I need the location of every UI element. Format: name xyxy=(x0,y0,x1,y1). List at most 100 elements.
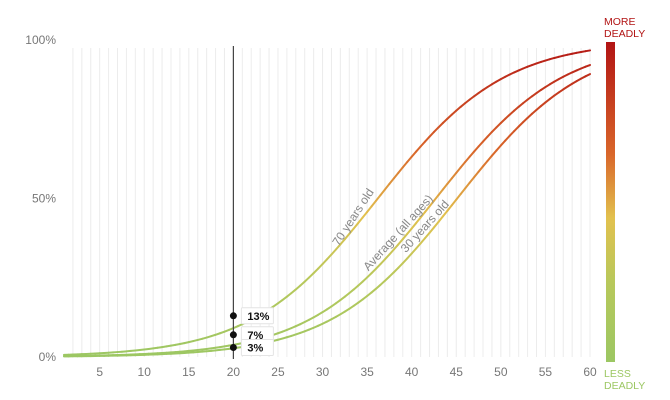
series-segment xyxy=(397,166,404,174)
series-segment xyxy=(446,113,453,120)
series-segment xyxy=(339,238,346,246)
x-tick-label: 15 xyxy=(182,365,196,379)
series-segment xyxy=(459,187,467,195)
series-segment xyxy=(522,116,529,124)
series-segment xyxy=(370,199,378,208)
x-tick-label: 5 xyxy=(96,365,103,379)
y-tick-label: 50% xyxy=(32,192,56,206)
series-segment xyxy=(383,182,391,191)
series-line xyxy=(63,64,591,358)
scale-top-label: DEADLY xyxy=(604,28,645,40)
series-segment xyxy=(468,150,476,158)
series-segment xyxy=(513,125,520,133)
series-segment xyxy=(495,121,502,129)
series-segment xyxy=(401,257,409,265)
series-segment xyxy=(437,188,444,197)
series-segment xyxy=(584,64,591,68)
series-segment xyxy=(370,267,378,275)
y-tick-label: 100% xyxy=(25,33,56,47)
series-segment xyxy=(379,279,386,286)
series-segment xyxy=(415,145,422,153)
series-segment xyxy=(450,171,458,180)
series-segment xyxy=(432,194,440,202)
series-segment xyxy=(375,194,382,202)
series-segment xyxy=(473,145,480,153)
series-segment xyxy=(441,182,449,191)
series-segment xyxy=(397,262,404,269)
series-segment xyxy=(392,243,400,251)
series-segment xyxy=(450,198,458,207)
series-segment xyxy=(441,209,449,218)
series-segment xyxy=(459,161,467,169)
series-segment xyxy=(446,177,453,185)
series-segment xyxy=(317,263,324,270)
series-segment xyxy=(321,258,328,266)
marker-label: 13% xyxy=(247,311,269,323)
x-tick-label: 60 xyxy=(583,365,597,379)
series-segment xyxy=(410,247,418,255)
series-segment xyxy=(383,275,391,282)
series-segment xyxy=(415,216,422,225)
series-segment xyxy=(406,227,413,235)
series-segment xyxy=(499,139,507,147)
series-segment xyxy=(406,252,413,260)
series-segment xyxy=(343,232,351,241)
x-tick-label: 35 xyxy=(360,365,374,379)
series-line xyxy=(63,73,591,358)
series-segment xyxy=(473,170,480,179)
series-segment xyxy=(388,248,395,256)
series-segment xyxy=(379,188,386,197)
series-segment xyxy=(464,155,471,164)
series-segment xyxy=(366,272,373,279)
series-segment xyxy=(504,113,511,120)
series-segment xyxy=(490,149,498,157)
series-segment xyxy=(482,135,489,143)
series-segment xyxy=(334,243,342,251)
series-segment xyxy=(401,232,409,241)
x-axis: 5 10 15 20 25 30 35 40 45 50 55 60 xyxy=(96,365,597,379)
grid xyxy=(72,48,591,357)
series-segment xyxy=(308,272,315,279)
series-segment xyxy=(477,165,485,173)
series-segment xyxy=(455,192,462,201)
series-segment xyxy=(468,176,476,184)
series-segment xyxy=(352,222,360,230)
series-segment xyxy=(419,237,427,245)
series-segment xyxy=(424,205,431,213)
series-segment xyxy=(490,126,498,133)
series-segment xyxy=(437,121,444,129)
series-segment xyxy=(584,49,591,53)
series-segment xyxy=(428,226,435,234)
series-segment xyxy=(428,130,435,138)
x-tick-label: 40 xyxy=(405,365,419,379)
series-segment xyxy=(432,220,440,229)
series-segment xyxy=(482,159,489,168)
marker-label: 7% xyxy=(247,330,263,342)
marker-point xyxy=(229,331,237,339)
scale-bottom-label: LESS xyxy=(604,368,631,380)
series-segment xyxy=(517,121,525,128)
x-tick-label: 30 xyxy=(316,365,330,379)
series-segment xyxy=(504,134,511,142)
x-tick-label: 20 xyxy=(227,365,241,379)
color-scale-bar xyxy=(606,42,615,362)
series-segment xyxy=(415,242,422,250)
marker-label-box xyxy=(240,307,274,325)
series-segment xyxy=(446,204,453,212)
series-segment xyxy=(526,112,534,119)
series-segment xyxy=(584,73,591,78)
series-segment xyxy=(401,161,409,169)
series-segment xyxy=(326,253,333,261)
x-tick-label: 55 xyxy=(539,365,553,379)
y-axis: 0% 50% 100% xyxy=(25,33,56,364)
series-segment xyxy=(486,154,493,162)
series-segment xyxy=(410,222,418,230)
x-tick-label: 25 xyxy=(271,365,285,379)
series-segment xyxy=(477,140,485,148)
series-segment xyxy=(357,216,364,225)
series-segment xyxy=(312,267,320,275)
series-segment xyxy=(392,266,400,274)
series-segment xyxy=(495,144,502,152)
